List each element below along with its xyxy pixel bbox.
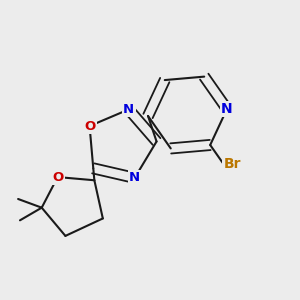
Text: N: N — [129, 171, 140, 184]
Text: O: O — [84, 119, 95, 133]
Text: N: N — [123, 103, 134, 116]
Text: Br: Br — [224, 157, 241, 171]
Text: N: N — [221, 102, 233, 116]
Text: O: O — [52, 171, 63, 184]
